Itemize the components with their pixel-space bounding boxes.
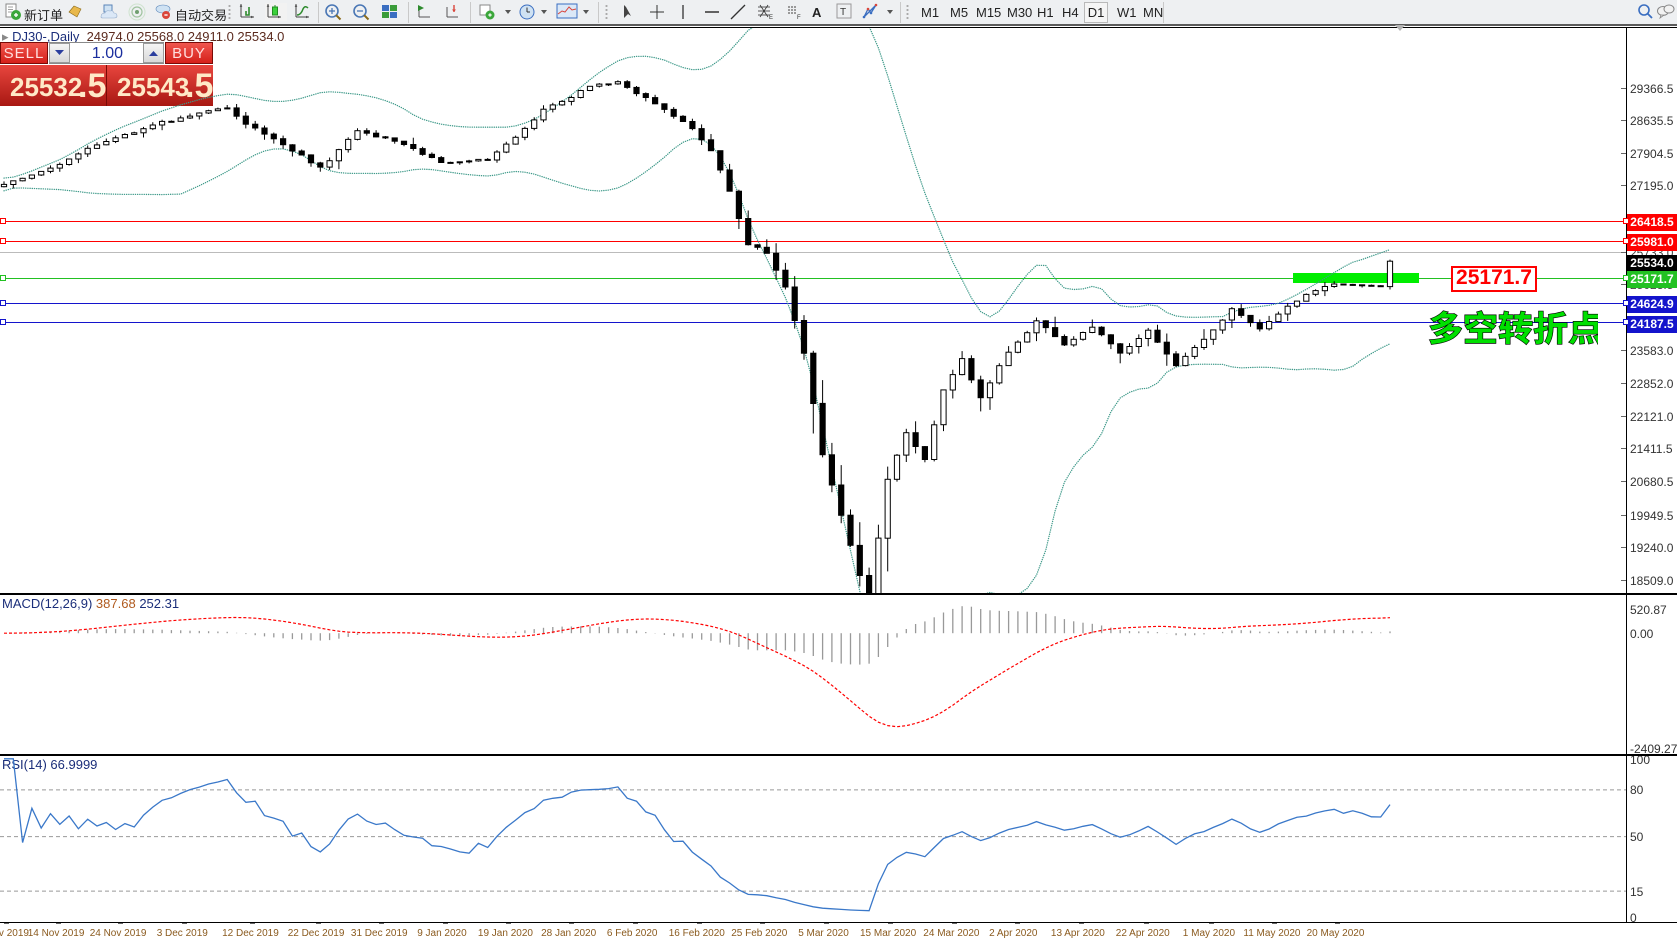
svg-text:T: T xyxy=(840,7,846,18)
svg-text:F: F xyxy=(797,15,801,21)
svg-text:E: E xyxy=(769,15,773,21)
